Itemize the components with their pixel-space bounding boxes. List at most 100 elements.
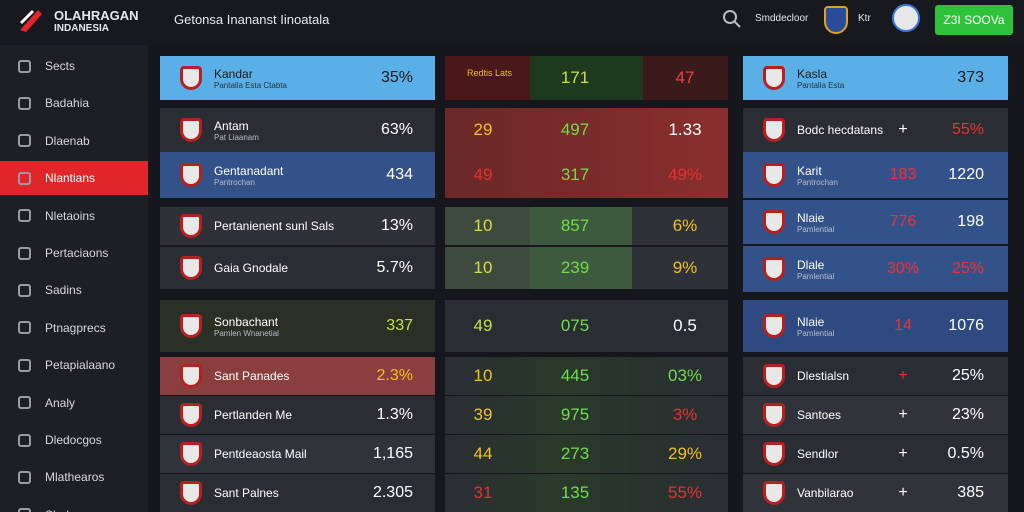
team-logo [180, 314, 202, 338]
team-row[interactable]: Nlaie Pamlential 14 1076 [743, 300, 1008, 352]
action-button[interactable]: Z3I SOOVa [935, 5, 1013, 35]
team-row[interactable]: Sant Palnes 2.305 [160, 474, 435, 512]
odds-header: Redtis Lats 171 47 [445, 56, 728, 100]
nav-label[interactable]: Pertaciaons [45, 246, 109, 260]
team-row[interactable]: Pertanienent sunl Sals 13% [160, 207, 435, 245]
odds-value: 0.5 [673, 316, 697, 335]
nav-item[interactable]: Pertaciaons [0, 236, 148, 270]
nav-icon [18, 321, 31, 335]
nav-label[interactable]: Sects [45, 59, 76, 73]
odds-value: 239 [560, 258, 590, 277]
odds-row[interactable]: 44 273 29% [445, 435, 728, 473]
team-row[interactable]: Pentdeaosta Mail 1,165 [160, 435, 435, 473]
odds-value: 075 [560, 316, 590, 335]
team-row[interactable]: Karit Pantrochan 183 1220 [743, 152, 1008, 198]
nav-label[interactable]: Slode [45, 508, 76, 512]
nav-label[interactable]: Dlaenab [45, 133, 90, 148]
odds-value: 55% [667, 483, 703, 502]
team-logo [763, 118, 785, 142]
nav-label[interactable]: Ptnagprecs [45, 320, 106, 335]
odds-row[interactable]: 49 075 0.5 [445, 300, 728, 352]
team-name: Gentanadant [214, 163, 284, 178]
odds-value: 3% [672, 405, 698, 424]
top-bar [0, 0, 1024, 45]
team-row[interactable]: Santoes +23% [743, 396, 1008, 434]
odds-row[interactable]: 49 317 49% [445, 152, 728, 198]
nav-label[interactable]: Analy [45, 395, 76, 410]
nav-item[interactable]: Dlaenab [0, 124, 148, 158]
odds-row[interactable]: 31 135 55% [445, 474, 728, 512]
team-logo [180, 118, 202, 142]
team-sub: Pamlential [797, 224, 835, 234]
nav-label[interactable]: Petapialaano [45, 358, 116, 373]
nav-icon [18, 246, 31, 260]
nav-item[interactable]: Sects [0, 49, 148, 83]
team-name: Santoes [797, 408, 842, 422]
nav-label[interactable]: Nlantians [45, 171, 96, 186]
team-row[interactable]: Vanbilarao +385 [743, 474, 1008, 512]
nav-icon [18, 358, 31, 372]
nav-item[interactable]: Badahia [0, 86, 148, 120]
nav-item[interactable]: Mlathearos [0, 460, 148, 494]
odds-row[interactable]: 39 975 3% [445, 396, 728, 434]
team-row[interactable]: Sant Panades 2.3% [160, 357, 435, 395]
team-row[interactable]: Nlaie Pamlential 776 198 [743, 200, 1008, 244]
team-row[interactable]: Bodc hecdatans +55% [743, 108, 1008, 152]
nav-item[interactable]: Sadins [0, 273, 148, 307]
team-logo [763, 481, 785, 505]
team-row[interactable]: Sonbachant Pamlen Wnanetial 337 [160, 300, 435, 352]
team-row[interactable]: Antam Pat Liaanam 63% [160, 108, 435, 152]
nav-item[interactable]: Nlantians [0, 161, 148, 196]
nav-icon [18, 470, 31, 484]
nav-item[interactable]: Petapialaano [0, 348, 148, 382]
nav-item[interactable]: Nletaoins [0, 199, 148, 233]
avatar[interactable] [892, 4, 920, 32]
odds-value: 47 [675, 68, 695, 87]
team-row[interactable]: Dlale Pamlential 30% 25% [743, 246, 1008, 292]
odds-value: 9% [672, 258, 698, 277]
team-logo [180, 442, 202, 466]
odds-value: 49% [667, 165, 703, 184]
odds-row[interactable]: 10 445 03% [445, 357, 728, 395]
team-logo [180, 364, 202, 388]
team-row[interactable]: Dlestialsn +25% [743, 357, 1008, 395]
search-label[interactable]: Smddecloor [755, 13, 809, 24]
team-row[interactable]: Kandar Pantalla Esta Ctabta 35% [160, 56, 435, 100]
team-value: 1220 [948, 166, 984, 183]
team-value: 25% [951, 260, 984, 277]
team-text: Karit Pantrochan [797, 164, 838, 187]
team-row[interactable]: Gentanadant Pantrochan 434 [160, 152, 435, 198]
team-name: Pentdeaosta Mail [214, 447, 307, 461]
nav-item[interactable]: Dledocgos [0, 423, 148, 457]
team-sub: Pantalla Esta Ctabta [214, 80, 287, 90]
odds-row[interactable]: 10 857 6% [445, 207, 728, 245]
nav-label[interactable]: Sadins [45, 283, 82, 298]
nav-label[interactable]: Dledocgos [45, 433, 102, 447]
team-text: Pertlanden Me [214, 408, 292, 422]
search-icon[interactable] [722, 9, 742, 29]
nav-label[interactable]: Nletaoins [45, 208, 96, 223]
nav-label[interactable]: Mlathearos [45, 470, 105, 485]
team-name: Pertlanden Me [214, 408, 293, 422]
odds-value: 1.33 [668, 120, 702, 139]
team-text: Pertanienent sunl Sals [214, 219, 334, 233]
nav-label[interactable]: Badahia [45, 96, 90, 111]
nav-item[interactable]: Analy [0, 386, 148, 420]
odds-value: 10 [473, 258, 493, 277]
odds-row[interactable]: 29 497 1.33 [445, 108, 728, 152]
team-value: 14 [894, 317, 912, 334]
team-value: 35% [380, 69, 413, 86]
nav-item[interactable]: Ptnagprecs [0, 311, 148, 345]
nav-item[interactable]: Slode [0, 498, 148, 512]
nav-icon [18, 209, 31, 223]
team-name: Kandar [214, 66, 253, 81]
team-row[interactable]: Pertlanden Me 1.3% [160, 396, 435, 434]
team-value: 434 [386, 166, 413, 183]
team-row[interactable]: Gaia Gnodale 5.7% [160, 247, 435, 289]
team-value: 5.7% [376, 259, 413, 276]
team-name: Dlale [797, 257, 825, 272]
team-value: 776 [889, 213, 917, 230]
team-row[interactable]: Sendlor +0.5% [743, 435, 1008, 473]
team-row[interactable]: Kasla Pantalla Esta 373 [743, 56, 1008, 100]
odds-row[interactable]: 10 239 9% [445, 247, 728, 289]
